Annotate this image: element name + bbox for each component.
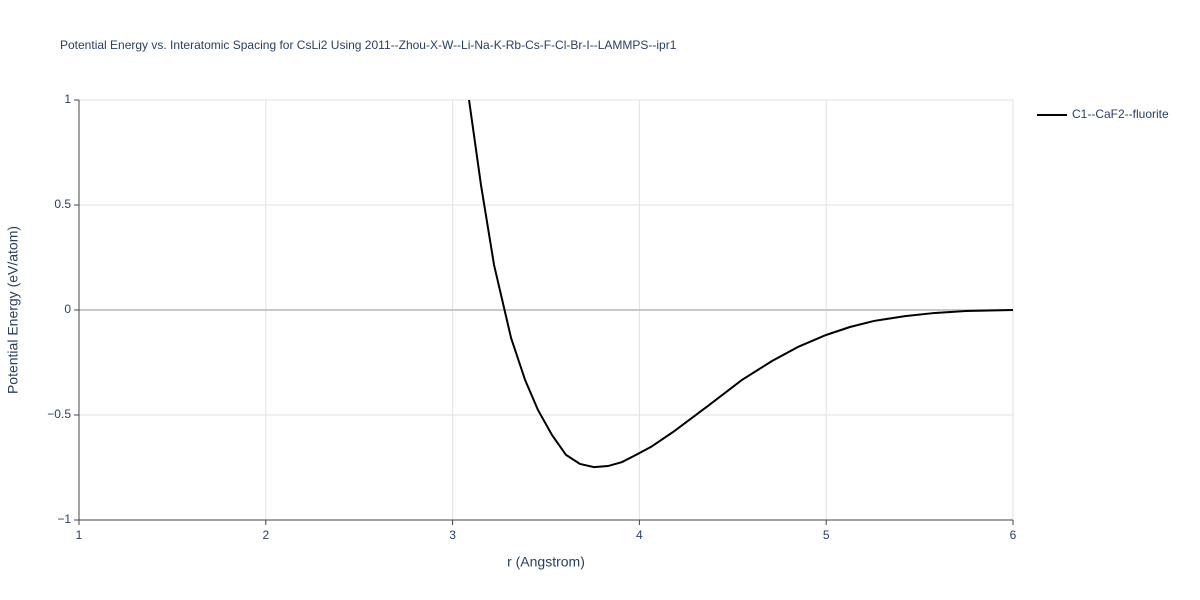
y-tick-label: 0.5: [54, 197, 71, 211]
y-axis-title: Potential Energy (eV/atom): [5, 226, 21, 394]
x-tick-label: 1: [76, 528, 83, 542]
x-tick-label: 6: [1010, 528, 1017, 542]
plot-area: [468, 100, 1013, 469]
axes: 1 2 3 4 5 6 −1 −0.5 0 0.5 1: [47, 92, 1016, 542]
x-tick-label: 5: [823, 528, 830, 542]
x-tick-label: 2: [262, 528, 269, 542]
y-tick-label: −0.5: [47, 407, 71, 421]
line-series: [468, 100, 1013, 469]
x-tick-label: 3: [449, 528, 456, 542]
x-tick-label: 4: [636, 528, 643, 542]
legend-label: C1--CaF2--fluorite: [1072, 107, 1169, 121]
x-axis-title: r (Angstrom): [507, 554, 585, 570]
y-tick-label: 0: [64, 302, 71, 316]
y-tick-label: −1: [57, 512, 71, 526]
chart-title: Potential Energy vs. Interatomic Spacing…: [60, 38, 677, 52]
grid: [79, 99, 1014, 520]
y-tick-label: 1: [64, 92, 71, 106]
